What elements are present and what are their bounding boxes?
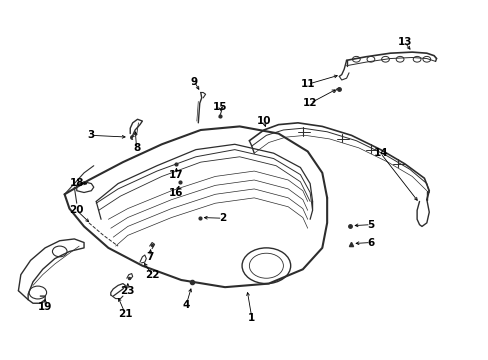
Text: 15: 15 [212,102,227,112]
Text: 16: 16 [169,188,183,198]
Text: 2: 2 [219,213,226,223]
Text: 8: 8 [133,143,140,153]
Text: 18: 18 [69,177,84,188]
Text: 1: 1 [248,312,255,323]
Text: 11: 11 [300,79,314,89]
Text: 3: 3 [87,130,95,140]
Text: 21: 21 [118,309,132,319]
Text: 4: 4 [182,300,189,310]
Text: 10: 10 [256,116,271,126]
Text: 5: 5 [366,220,374,230]
Text: 9: 9 [190,77,198,87]
Text: 7: 7 [146,252,153,262]
Text: 23: 23 [121,286,135,296]
Text: 20: 20 [69,205,84,215]
Text: 13: 13 [397,37,411,48]
Text: 22: 22 [144,270,159,280]
Text: 17: 17 [169,170,183,180]
Text: 14: 14 [372,148,387,158]
Text: 19: 19 [38,302,52,312]
Text: 12: 12 [302,98,317,108]
Text: 6: 6 [366,238,374,248]
